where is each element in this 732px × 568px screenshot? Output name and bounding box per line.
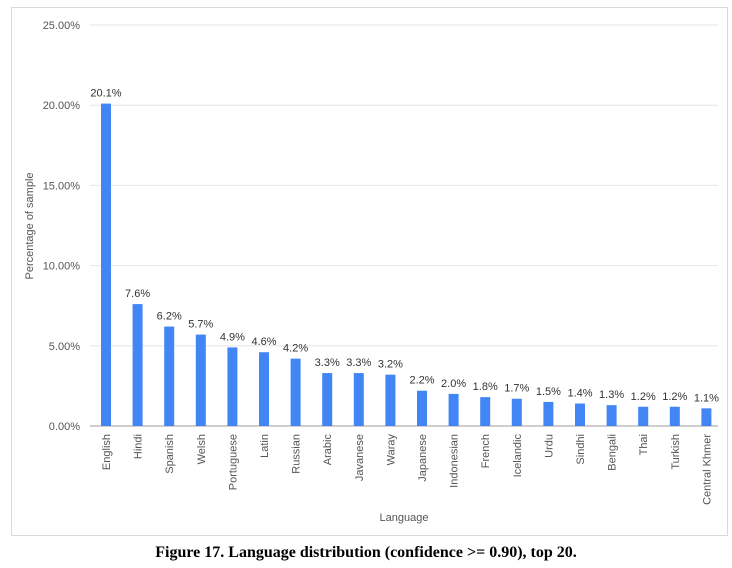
bar	[417, 390, 427, 426]
bar-data-label: 1.3%	[599, 389, 624, 401]
x-tick-label: English	[101, 434, 113, 470]
y-tick-labels: 0.00% 5.00% 10.00% 15.00% 20.00% 25.00%	[43, 20, 81, 433]
bar-data-label: 20.1%	[90, 88, 121, 100]
bar	[132, 304, 143, 426]
x-tick-label: Icelandic	[512, 434, 524, 478]
x-tick-label: Arabic	[322, 434, 334, 466]
bar	[448, 393, 459, 426]
bar-data-label: 1.1%	[694, 392, 719, 404]
x-tick-label: Thai	[638, 434, 650, 455]
bar-data-label: 2.2%	[409, 375, 434, 387]
bar-data-label: 3.2%	[378, 359, 403, 371]
bar-data-label: 1.8%	[473, 381, 498, 393]
bar	[669, 406, 680, 426]
bar-data-label: 7.6%	[125, 288, 150, 300]
x-tick-label: Spanish	[164, 434, 176, 474]
x-tick-label: Turkish	[670, 434, 682, 470]
bar-data-label: 2.0%	[441, 378, 466, 390]
y-tick-label: 0.00%	[49, 421, 80, 433]
y-tick-label: 25.00%	[43, 20, 81, 32]
x-tick-label: Bengali	[607, 434, 619, 471]
bar	[164, 326, 175, 426]
bar	[575, 403, 585, 426]
bar	[511, 398, 522, 426]
bar-data-label: 4.6%	[251, 336, 276, 348]
x-tick-label: Central Khmer	[701, 434, 713, 505]
x-tick-label: French	[480, 434, 492, 468]
bar	[385, 374, 396, 426]
bar-data-label: 5.7%	[188, 319, 213, 331]
bar-data-labels: 20.1% 7.6% 6.2% 5.7% 4.9% 4.6% 4.2% 3.3% 3.3% 3.2…	[90, 88, 719, 405]
y-tick-label: 15.00%	[43, 180, 81, 192]
x-tick-label: Indonesian	[449, 434, 461, 488]
y-tick-label: 10.00%	[43, 261, 81, 273]
bar-data-label: 3.3%	[346, 357, 371, 369]
bar	[195, 334, 206, 426]
bar-data-label: 1.5%	[536, 386, 561, 398]
x-tick-label: Hindi	[133, 434, 145, 459]
bar-data-label: 6.2%	[157, 311, 182, 323]
bar	[227, 347, 238, 426]
x-tick-labels: English Hindi Spanish Welsh Portuguese Latin R…	[101, 434, 713, 505]
bar-data-label: 1.2%	[631, 391, 656, 403]
bar	[101, 103, 111, 426]
bar-data-label: 1.7%	[504, 383, 529, 395]
x-tick-label: Portuguese	[227, 434, 239, 490]
bar-data-label: 1.2%	[662, 391, 687, 403]
bar	[543, 401, 554, 426]
x-tick-label: Japanese	[417, 434, 429, 482]
x-tick-label: Waray	[385, 434, 397, 466]
bars	[101, 103, 712, 426]
bar	[259, 352, 269, 426]
x-tick-label: Sindhi	[575, 434, 587, 465]
x-axis-title: Language	[380, 512, 429, 524]
y-tick-label: 20.00%	[43, 100, 81, 112]
bar-data-label: 4.9%	[220, 331, 245, 343]
gridlines	[90, 24, 718, 427]
bar-data-label: 3.3%	[315, 357, 340, 369]
bar	[606, 405, 617, 426]
bar	[322, 373, 333, 426]
x-tick-label: Russian	[291, 434, 303, 474]
bar-data-label: 1.4%	[567, 388, 592, 400]
figure-caption: Figure 17. Language distribution (confid…	[155, 544, 577, 561]
bar	[638, 406, 649, 426]
y-axis-title: Percentage of sample	[24, 172, 36, 279]
bar	[480, 397, 491, 426]
x-tick-label: Javanese	[354, 434, 366, 481]
x-tick-label: Welsh	[196, 434, 208, 464]
x-tick-label: Latin	[259, 434, 271, 458]
x-tick-label: Urdu	[543, 434, 555, 458]
bar	[290, 358, 301, 426]
bar	[353, 373, 364, 426]
bar	[701, 408, 712, 426]
chart-frame	[11, 7, 728, 536]
bar-data-label: 4.2%	[283, 343, 308, 355]
y-tick-label: 5.00%	[49, 341, 80, 353]
